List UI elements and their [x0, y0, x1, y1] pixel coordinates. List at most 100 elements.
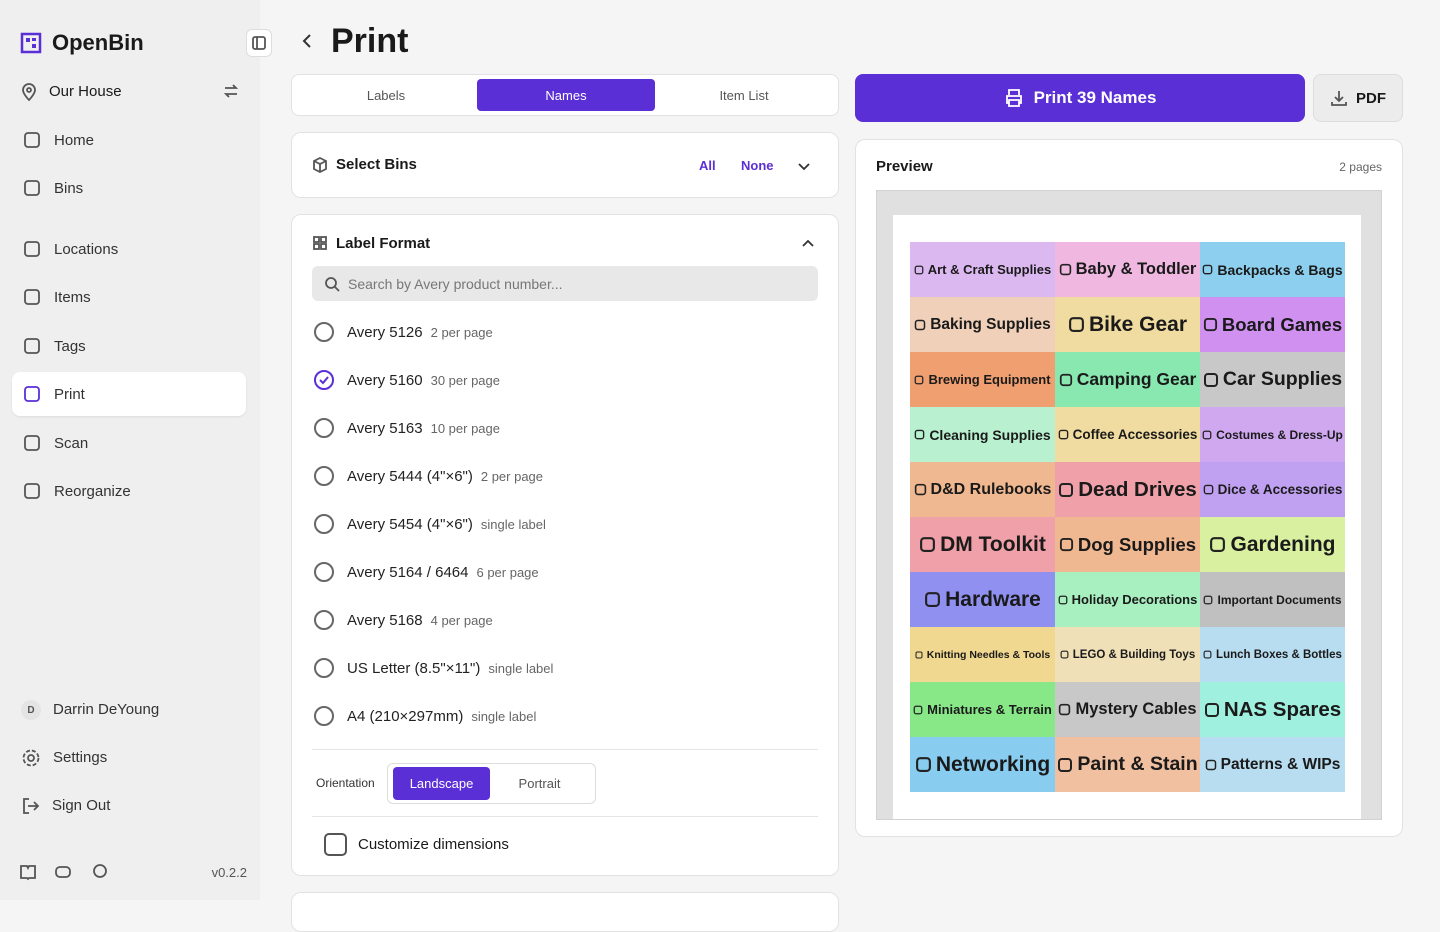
nav-item[interactable]: Scan: [12, 421, 246, 465]
section-title: Select Bins: [336, 156, 417, 173]
label-icon: [1204, 595, 1213, 604]
location-name[interactable]: Our House: [49, 83, 122, 100]
icon: [24, 386, 40, 402]
preview-label: Gardening: [1200, 517, 1345, 572]
orientation-option[interactable]: Landscape: [393, 767, 490, 800]
preview-label: Baking Supplies: [910, 297, 1055, 352]
label-icon: [915, 429, 925, 440]
divider: [312, 749, 818, 750]
nav-item[interactable]: Reorganize: [12, 469, 246, 513]
option-name: Avery 5454 (4"×6"): [347, 515, 473, 533]
preview-label-text: Costumes & Dress-Up: [1216, 427, 1343, 442]
icon: [24, 289, 40, 305]
label-icon: [1059, 703, 1071, 716]
nav-item[interactable]: Tags: [12, 324, 246, 368]
label-icon: [1203, 484, 1213, 495]
orientation-option[interactable]: Portrait: [491, 767, 588, 800]
user-name[interactable]: Darrin DeYoung: [53, 701, 160, 718]
label-icon: [1204, 702, 1219, 717]
radio: [314, 706, 334, 726]
format-option[interactable]: Avery 5168 4 per page: [314, 608, 493, 632]
footer-icons[interactable]: [20, 863, 120, 881]
label-icon: [1202, 430, 1212, 439]
nav-label: Home: [54, 131, 95, 149]
preview-label: Dog Supplies: [1055, 517, 1200, 572]
preview-label-text: Patterns & WIPs: [1220, 755, 1341, 773]
preview-label: Mystery Cables: [1055, 682, 1200, 737]
logo-icon: [20, 32, 42, 54]
search-input[interactable]: Search by Avery product number...: [312, 266, 818, 301]
format-option[interactable]: Avery 5163 10 per page: [314, 416, 500, 440]
sign-out[interactable]: Sign Out: [52, 797, 111, 814]
option-detail: single label: [480, 516, 546, 532]
nav-item[interactable]: Bins: [12, 166, 246, 210]
preview-label-text: Backpacks & Bags: [1217, 261, 1343, 278]
orientation-toggle: Landscape Portrait: [387, 763, 596, 804]
preview-label-text: Holiday Decorations: [1071, 592, 1198, 607]
preview-label: Camping Gear: [1055, 352, 1200, 407]
select-bins-card: Select Bins All None: [291, 132, 839, 198]
format-option[interactable]: Avery 5164 / 6464 6 per page: [314, 560, 539, 584]
preview-label-text: Important Documents: [1217, 592, 1342, 607]
nav-item[interactable]: Locations: [12, 227, 246, 271]
switch-location[interactable]: [223, 83, 239, 99]
label-icon: [915, 651, 923, 658]
pdf-label: PDF: [1356, 89, 1386, 107]
nav-item[interactable]: Print: [12, 372, 246, 416]
preview-label: Holiday Decorations: [1055, 572, 1200, 627]
checkbox[interactable]: [324, 833, 347, 856]
label-icon: [1203, 372, 1218, 387]
pdf-button[interactable]: PDF: [1313, 74, 1403, 122]
orientation-label: Landscape: [409, 776, 474, 791]
radio: [314, 322, 334, 342]
tab[interactable]: Labels: [297, 79, 475, 111]
preview-label-text: Cleaning Supplies: [929, 426, 1051, 443]
tab[interactable]: Names: [477, 79, 655, 111]
preview-label: Bike Gear: [1055, 297, 1200, 352]
label-icon: [1069, 317, 1084, 332]
format-option[interactable]: Avery 5126 2 per page: [314, 320, 493, 344]
format-option[interactable]: A4 (210×297mm) single label: [314, 704, 536, 728]
orientation-label: Orientation: [316, 776, 375, 790]
preview-label-text: Bike Gear: [1088, 312, 1188, 336]
search-placeholder: Search by Avery product number...: [348, 276, 563, 292]
expand-button[interactable]: [796, 158, 812, 174]
collapse-button[interactable]: [246, 29, 272, 57]
settings[interactable]: Settings: [53, 749, 108, 766]
option-name: Avery 5168: [347, 611, 423, 629]
label-icon: [1203, 317, 1217, 332]
select-none[interactable]: None: [741, 158, 774, 173]
option-name: Avery 5160: [347, 371, 423, 389]
label-icon: [1059, 373, 1072, 386]
preview-title: Preview: [876, 158, 933, 175]
collapse-button[interactable]: [800, 235, 816, 251]
label-icon: [1060, 650, 1069, 659]
format-option[interactable]: Avery 5454 (4"×6") single label: [314, 512, 546, 536]
option-detail: single label: [488, 660, 554, 676]
tab-label: Labels: [366, 87, 406, 103]
option-name: Avery 5444 (4"×6"): [347, 467, 473, 485]
preview-label: Costumes & Dress-Up: [1200, 407, 1345, 462]
label-icon: [915, 375, 924, 384]
label-icon: [1203, 650, 1212, 659]
preview-label: Art & Craft Supplies: [910, 242, 1055, 297]
nav-label: Tags: [54, 337, 86, 355]
preview-label-text: DM Toolkit: [940, 532, 1046, 556]
preview-label: Brewing Equipment: [910, 352, 1055, 407]
option-name: A4 (210×297mm): [347, 707, 464, 725]
format-option[interactable]: Avery 5444 (4"×6") 2 per page: [314, 464, 543, 488]
preview-label-text: Board Games: [1221, 313, 1343, 335]
nav-item[interactable]: Home: [12, 118, 246, 162]
select-all[interactable]: All: [699, 158, 716, 173]
tab-label: Names: [545, 87, 587, 103]
page: {"sidebar":{"app_name":"OpenBin","locati…: [12, 22, 1403, 932]
format-option[interactable]: Avery 5160 30 per page: [314, 368, 500, 392]
nav-item[interactable]: Items: [12, 275, 246, 319]
print-button[interactable]: Print 39 Names: [855, 74, 1305, 122]
back-button[interactable]: [299, 32, 315, 50]
format-option[interactable]: US Letter (8.5"×11") single label: [314, 656, 553, 680]
tab[interactable]: Item List: [655, 79, 833, 111]
radio: [314, 610, 334, 630]
radio: [314, 370, 334, 390]
label-icon: [913, 705, 923, 714]
